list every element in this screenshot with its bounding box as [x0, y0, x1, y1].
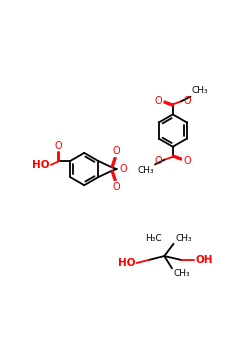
Text: O: O	[154, 156, 162, 166]
Text: OH: OH	[195, 255, 212, 265]
Text: CH₃: CH₃	[138, 166, 154, 175]
Text: O: O	[154, 96, 162, 105]
Text: O: O	[112, 146, 120, 156]
Text: O: O	[120, 164, 128, 174]
Text: O: O	[184, 156, 191, 166]
Text: HO: HO	[118, 258, 135, 268]
Text: HO: HO	[32, 160, 50, 170]
Text: H₃C: H₃C	[146, 234, 162, 243]
Text: CH₃: CH₃	[191, 86, 208, 95]
Text: CH₃: CH₃	[174, 269, 190, 278]
Text: O: O	[55, 141, 62, 151]
Text: CH₃: CH₃	[175, 234, 192, 243]
Text: O: O	[184, 96, 191, 106]
Text: O: O	[112, 182, 120, 192]
